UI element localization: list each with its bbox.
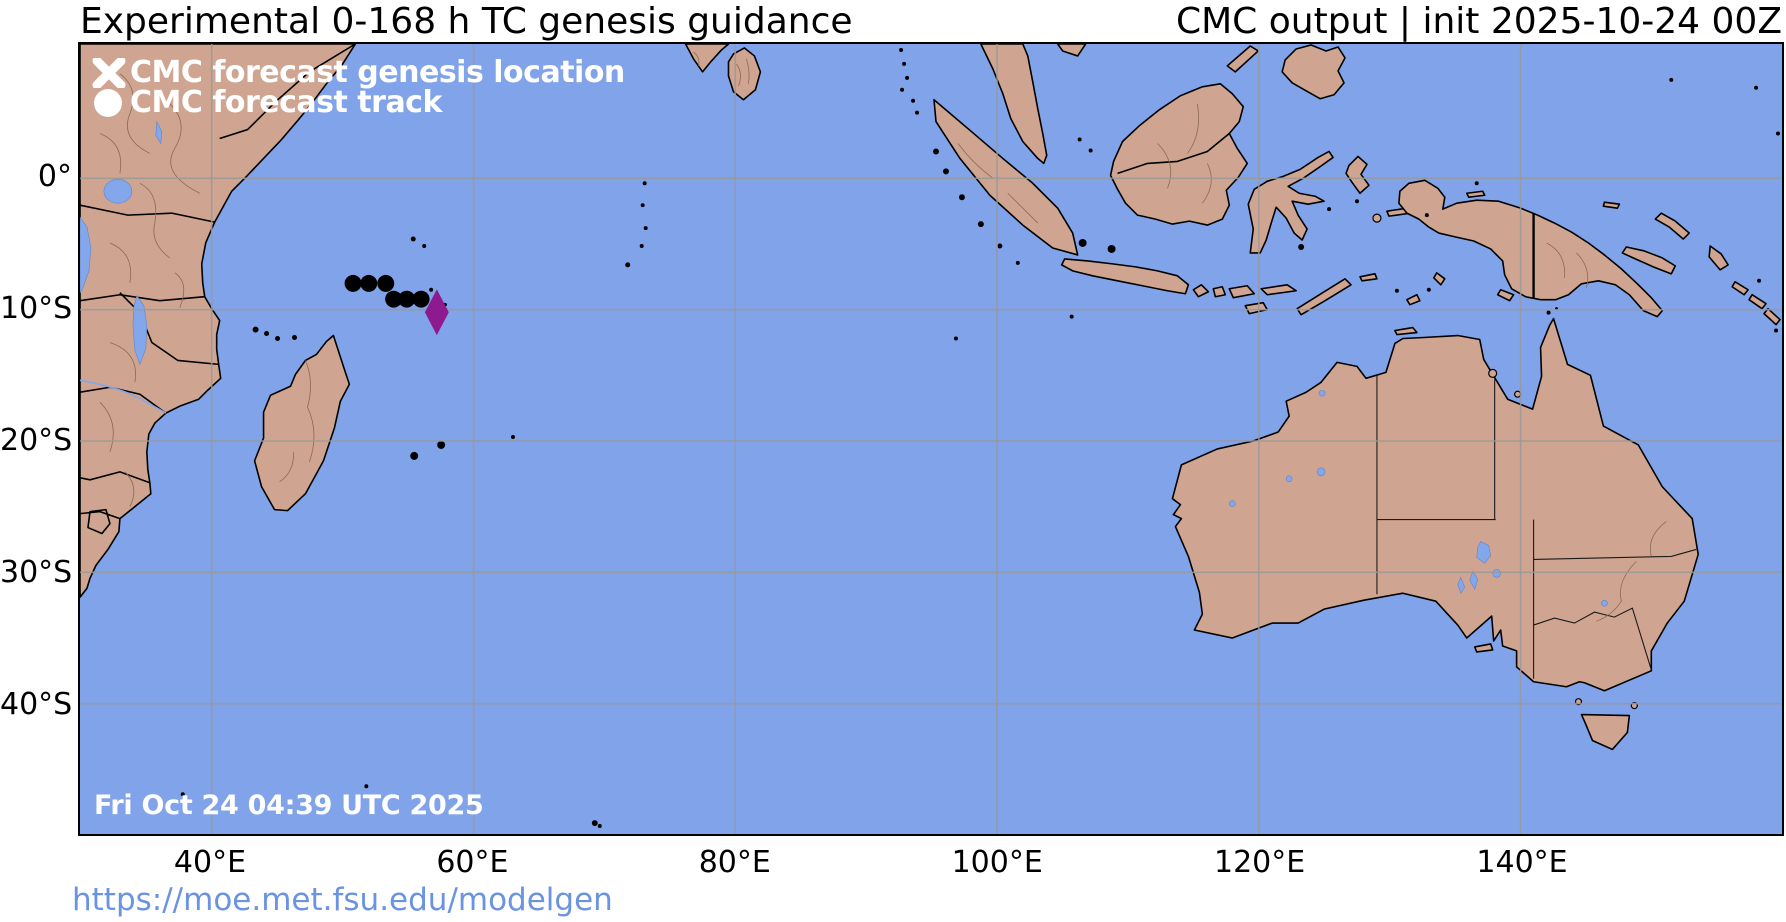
java-island (1060, 258, 1190, 295)
sumatra-island (933, 98, 1079, 256)
lat-tick-30°S: 30°S (0, 555, 73, 590)
japen-island (1465, 190, 1486, 199)
lake-torrens (1469, 570, 1479, 591)
africa-landmass (80, 44, 357, 598)
track-point-5 (412, 290, 430, 308)
timestamp-label: Fri Oct 24 04:39 UTC 2025 (94, 790, 484, 821)
aru-island (1433, 272, 1446, 286)
new-britain-island (1621, 246, 1677, 275)
borneo-island (1109, 83, 1249, 226)
map-canvas: CMC forecast genesis location CMC foreca… (78, 42, 1784, 836)
india-tip (684, 44, 730, 73)
forecast-marker-layer (344, 274, 449, 336)
lon-tick-80°E: 80°E (698, 845, 771, 880)
eswatini-outline (87, 508, 111, 535)
lon-tick-40°E: 40°E (173, 845, 247, 880)
track-point-4 (398, 290, 416, 308)
small-islands-layer (180, 47, 1781, 829)
australia-landmass (1171, 317, 1699, 692)
kangaroo-island (1473, 643, 1494, 653)
new-ireland-island (1654, 212, 1691, 240)
graticule-layer (80, 44, 1782, 834)
tanimbar-island (1406, 293, 1421, 306)
source-url-link[interactable]: https://moe.met.fsu.edu/modelgen (72, 882, 613, 918)
lat-tick-10°S: 10°S (0, 291, 73, 326)
track-point-2 (377, 274, 395, 292)
lake-eyre (1476, 541, 1492, 564)
lon-tick-140°E: 140°E (1476, 845, 1568, 880)
legend-track-label: CMC forecast track (130, 85, 442, 120)
tasmania-island (1580, 713, 1631, 751)
bougainville-island (1708, 245, 1729, 271)
mornington-island (1514, 390, 1522, 398)
genesis-location-marker (424, 289, 449, 336)
track-point-1 (360, 274, 378, 292)
lon-tick-120°E: 120°E (1213, 845, 1306, 880)
lakes-layer (80, 120, 1608, 607)
legend: CMC forecast genesis location CMC foreca… (88, 58, 625, 118)
bali-island (1192, 283, 1210, 298)
timor-island (1296, 278, 1352, 316)
legend-row-track: CMC forecast track (88, 88, 625, 118)
track-point-3 (385, 290, 403, 308)
solomon-island-2 (1748, 293, 1767, 310)
solomon-island-1 (1731, 280, 1749, 296)
x-cross-icon (88, 58, 130, 88)
groote-island (1488, 368, 1498, 378)
lake-tanganyika (80, 216, 92, 294)
admin-borders (99, 51, 1667, 622)
lon-tick-100°E: 100°E (951, 845, 1043, 880)
legend-genesis-label: CMC forecast genesis location (130, 55, 625, 90)
mekong-delta (1056, 44, 1087, 57)
map-svg (80, 44, 1782, 834)
lake-gairdner (1457, 576, 1466, 594)
wetar-island (1359, 273, 1378, 282)
filled-circle-icon (88, 88, 130, 118)
lake-turkana (155, 120, 163, 145)
lon-tick-60°E: 60°E (436, 845, 509, 880)
flores-island (1260, 283, 1297, 296)
model-init-title: CMC output | init 2025-10-24 00Z (1175, 1, 1782, 42)
madagascar-island (253, 334, 351, 512)
lat-tick-0°: 0° (37, 159, 72, 194)
lake-victoria (103, 179, 133, 204)
melville-island (1394, 326, 1418, 336)
legend-row-genesis: CMC forecast genesis location (88, 58, 625, 88)
mindanao-island (1281, 44, 1346, 100)
land-layer (80, 44, 1781, 751)
manus-island (1602, 201, 1621, 209)
figure-title: Experimental 0-168 h TC genesis guidance (80, 1, 853, 42)
buru-island (1372, 213, 1382, 223)
sri-lanka-island (727, 47, 762, 101)
solomon-island-3 (1763, 307, 1781, 326)
halmahera-island (1345, 155, 1370, 195)
lat-tick-40°S: 40°S (0, 687, 73, 722)
lake-frome (1492, 569, 1501, 578)
new-guinea-island (1398, 179, 1664, 318)
zambezi-river (80, 379, 167, 414)
lake-malawi (132, 295, 148, 366)
lombok-island (1212, 285, 1227, 298)
dolak-island (1496, 288, 1515, 302)
track-point-0 (344, 274, 362, 292)
lat-tick-20°S: 20°S (0, 423, 73, 458)
state-borders (1376, 375, 1697, 679)
sumbawa-island (1228, 284, 1256, 299)
